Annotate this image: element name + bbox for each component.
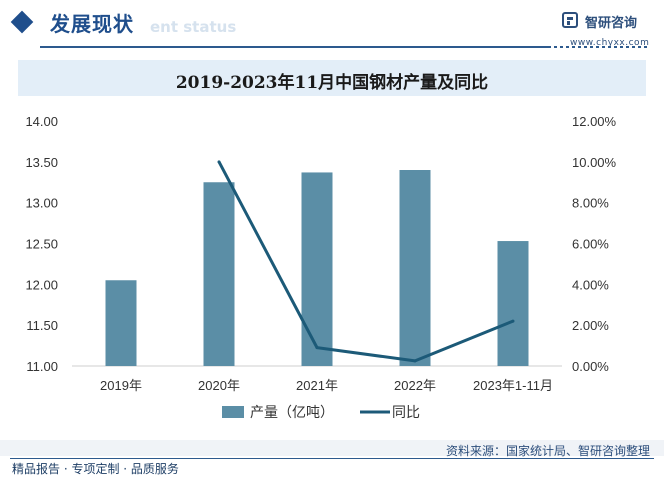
line-point [315, 346, 319, 350]
y-right-tick-label: 8.00% [572, 196, 609, 211]
y-left-tick-label: 13.00 [25, 196, 58, 211]
y-right-tick-label: 2.00% [572, 318, 609, 333]
line-point [511, 319, 515, 323]
header-divider-dots [548, 46, 648, 48]
legend-label-bar: 产量（亿吨） [250, 405, 334, 421]
logo-name: 智研咨询 [585, 16, 638, 31]
footer-divider [10, 458, 654, 459]
y-right-tick-label: 12.00% [572, 114, 617, 129]
section-ghost-subtitle: ent status [150, 18, 237, 36]
chart-title-band: 2019-2023年11月中国钢材产量及同比 [18, 60, 646, 96]
line-point [413, 359, 417, 363]
logo-url: www.chyxx.com [570, 38, 650, 48]
y-left-tick-label: 12.00 [25, 277, 58, 292]
section-title: 发展现状 [50, 12, 134, 36]
y-right-tick-label: 10.00% [572, 155, 617, 170]
bar [399, 170, 431, 366]
footer-tagline: 精品报告 · 专项定制 · 品质服务 [12, 462, 179, 476]
y-left-tick-label: 14.00 [25, 114, 58, 129]
header: 发展现状 ent status 智研咨询 www.chyxx.com [0, 0, 664, 48]
x-tick-label: 2021年 [296, 378, 338, 393]
y-left-tick-label: 12.50 [25, 237, 58, 252]
chart: 11.00 11.50 12.00 12.50 13.00 13.50 14.00 0.00%… [25, 114, 617, 421]
y-left-tick-label: 11.00 [26, 359, 58, 374]
legend-swatch-bar [222, 406, 244, 418]
footer-band [0, 440, 664, 456]
y-right-tick-label: 6.00% [572, 237, 609, 252]
line-series [217, 161, 514, 363]
bar [105, 280, 137, 366]
x-tick-label: 2019年 [100, 378, 142, 393]
legend-label-line: 同比 [392, 405, 420, 421]
source-note: 资料来源：国家统计局、智研咨询整理 [445, 444, 650, 458]
y-right-tick-label: 0.00% [572, 359, 609, 374]
bar [301, 172, 333, 366]
y-left-tick-label: 11.50 [26, 318, 58, 333]
x-tick-label: 2022年 [394, 378, 436, 393]
diamond-icon [10, 10, 34, 34]
line-point [217, 160, 221, 164]
logo-icon [562, 12, 578, 28]
y-right-tick-label: 4.00% [572, 277, 609, 292]
x-tick-label: 2020年 [198, 378, 240, 393]
header-divider [40, 46, 548, 48]
x-tick-label: 2023年1-11月 [473, 378, 553, 393]
bar [497, 241, 529, 366]
bar [203, 182, 235, 366]
y-left-tick-label: 13.50 [25, 155, 58, 170]
chart-title: 2019-2023年11月中国钢材产量及同比 [175, 73, 489, 93]
